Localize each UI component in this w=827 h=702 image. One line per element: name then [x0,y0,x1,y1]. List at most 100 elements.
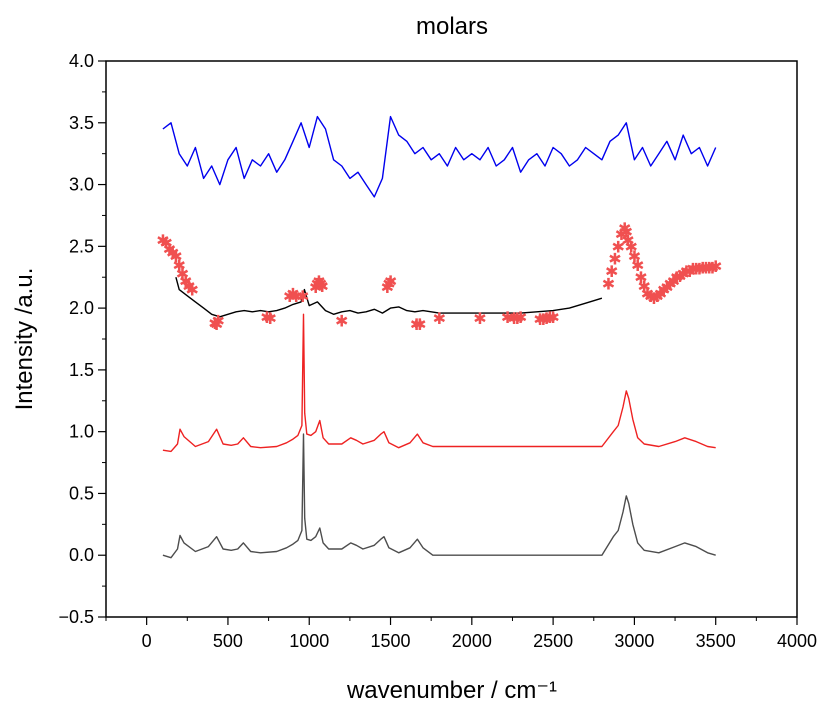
series-3-point: ✱ [312,272,325,291]
series-3-point: ✱ [314,274,327,293]
series-3-point: ✱ [683,262,696,281]
series-3-point: ✱ [185,281,198,300]
series-3-point: ✱ [264,309,277,328]
series-3-point: ✱ [676,265,689,284]
series-3-point: ✱ [670,268,683,287]
series-3-point: ✱ [309,278,322,297]
series-1-line [162,313,716,453]
series-3-point: ✱ [620,223,633,242]
series-0-line [162,433,716,559]
series-3-point: ✱ [211,311,224,330]
series-3-point: ✱ [169,247,182,266]
series-3-point: ✱ [473,309,486,328]
series-3-point: ✱ [166,244,179,263]
x-tick-label: 0 [142,631,152,651]
series-3-point: ✱ [618,219,631,238]
series-3-point: ✱ [501,308,514,327]
series-3-point: ✱ [296,287,309,306]
series-3-point: ✱ [172,256,185,275]
series-3-point: ✱ [176,265,189,284]
series-2-line [175,277,603,318]
x-tick-label: 2500 [533,631,573,651]
series-3-point: ✱ [605,262,618,281]
series-3-point: ✱ [540,309,553,328]
y-tick-label: 2.0 [69,298,94,318]
y-tick-label: 1.5 [69,360,94,380]
series-3-point: ✱ [673,267,686,286]
series-3-point: ✱ [657,281,670,300]
y-tick-label: 3.0 [69,175,94,195]
y-tick-label: 2.5 [69,236,94,256]
series-3-point: ✱ [311,274,324,293]
series-3-point: ✱ [413,315,426,334]
series-3-point: ✱ [621,231,634,250]
series-3-point: ✱ [410,315,423,334]
y-tick-label: 3.5 [69,113,94,133]
series-3-point: ✱ [384,272,397,291]
series-3-point: ✱ [644,287,657,306]
series-3-point: ✱ [208,314,221,333]
x-axis-title: wavenumber / cm⁻¹ [346,677,557,702]
series-3-point: ✱ [156,231,169,250]
series-3-point: ✱ [628,247,641,266]
series-3-point: ✱ [696,258,709,277]
x-tick-label: 500 [213,631,243,651]
series-3-point: ✱ [650,287,663,306]
series-3-point: ✱ [543,308,556,327]
x-tick-label: 1500 [371,631,411,651]
series-3-point: ✱ [686,260,699,279]
series-3-point: ✱ [533,310,546,329]
series-3-point: ✱ [210,315,223,334]
y-tick-label: 0.5 [69,483,94,503]
y-tick-label: 0.0 [69,545,94,565]
x-tick-label: 4000 [777,631,817,651]
series-3-point: ✱ [537,310,550,329]
y-axis-title: Intensity /a.u. [11,268,38,411]
series-3-point: ✱ [624,237,637,256]
series-3-point: ✱ [507,309,520,328]
series-3-point: ✱ [667,272,680,291]
series-3-point: ✱ [316,277,329,296]
series-3-point: ✱ [179,272,192,291]
series-3-markers: ✱✱✱✱✱✱✱✱✱✱✱✱✱ ✱✱✱✱✱✱ ✱✱✱✱✱✱✱✱✱✱✱ ✱ ✱ ✱✱✱✱ ✱✱✱✱… [156,219,722,334]
series-3-point: ✱ [637,277,650,296]
series-3-point: ✱ [283,287,296,306]
y-axis: −0.5 0.0 0.5 1.0 1.5 2.0 2.5 3.0 3.5 4.0 [58,51,106,627]
series-3-point: ✱ [163,240,176,259]
y-tick-label: 1.0 [69,422,94,442]
series-3-point: ✱ [511,309,524,328]
series-3-point: ✱ [689,260,702,279]
y-tick-label: −0.5 [58,607,94,627]
y-tick-label: 4.0 [69,51,94,71]
series-3-point: ✱ [660,278,673,297]
series-3-point: ✱ [647,289,660,308]
series-3-point: ✱ [706,258,719,277]
series-3-point: ✱ [631,256,644,275]
series-3-point: ✱ [286,284,299,303]
series-3-point: ✱ [182,277,195,296]
series-3-point: ✱ [693,260,706,279]
series-3-point: ✱ [335,311,348,330]
series-3-point: ✱ [381,278,394,297]
series-3-point: ✱ [634,268,647,287]
x-axis: 0 500 1000 1500 2000 2500 3000 3500 4000 [105,617,817,651]
series-4-line [162,115,717,198]
series-3-point: ✱ [699,258,712,277]
series-3-point: ✱ [290,287,303,306]
chart-title: molars [416,13,488,40]
series-3-point: ✱ [654,284,667,303]
x-tick-label: 2000 [452,631,492,651]
series-3-point: ✱ [680,262,693,281]
series-3-point: ✱ [159,234,172,253]
series-3-point: ✱ [514,308,527,327]
series-layer: ✱✱✱✱✱✱✱✱✱✱✱✱✱ ✱✱✱✱✱✱ ✱✱✱✱✱✱✱✱✱✱✱ ✱ ✱ ✱✱✱✱ ✱✱✱✱… [156,115,722,559]
series-3-point: ✱ [260,308,273,327]
x-tick-label: 1000 [289,631,329,651]
series-3-point: ✱ [608,250,621,269]
series-3-point: ✱ [702,258,715,277]
x-tick-label: 3000 [614,631,654,651]
series-3-point: ✱ [611,237,624,256]
series-3-point: ✱ [382,274,395,293]
